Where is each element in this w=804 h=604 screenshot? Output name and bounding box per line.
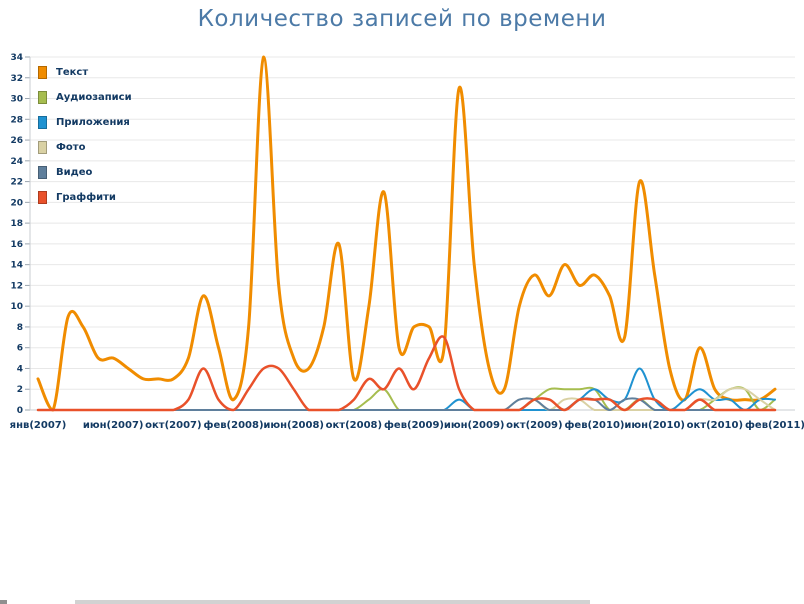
legend-item-0[interactable]: Текст (38, 60, 132, 85)
legend-swatch-icon (38, 191, 47, 204)
y-axis-label: 2 (17, 385, 23, 395)
legend-item-4[interactable]: Видео (38, 160, 132, 185)
time-series-chart: 0246810121416182022242628303234янв(2007)… (10, 53, 804, 431)
x-axis-label: янв(2007) (10, 420, 67, 431)
chart-title: Количество записей по времени (197, 6, 607, 32)
x-axis-label: июн(2009) (444, 420, 505, 431)
x-axis-label: окт(2007) (145, 420, 201, 431)
y-axis-label: 8 (17, 323, 23, 333)
legend-item-3[interactable]: Фото (38, 135, 132, 160)
legend-swatch-icon (38, 166, 47, 179)
x-axis-label: фев(2009) (384, 419, 444, 431)
y-axis-label: 4 (17, 364, 23, 374)
x-axis-label: фев(2011) (745, 419, 804, 431)
legend-label: Фото (56, 142, 86, 153)
legend-label: Аудиозаписи (56, 92, 132, 103)
legend-label: Текст (56, 67, 89, 78)
y-axis-label: 34 (10, 53, 23, 63)
x-axis-label: фев(2010) (565, 419, 625, 431)
x-axis-label: июн(2008) (263, 420, 324, 431)
x-axis-label: окт(2010) (687, 420, 743, 431)
y-axis-label: 12 (10, 281, 23, 291)
y-axis-label: 26 (10, 136, 23, 146)
y-axis-label: 18 (10, 219, 23, 229)
y-axis-label: 30 (10, 95, 23, 105)
legend-label: Видео (56, 167, 93, 178)
x-axis-label: окт(2008) (326, 420, 382, 431)
y-axis-label: 32 (10, 74, 23, 84)
legend-item-5[interactable]: Граффити (38, 185, 132, 210)
x-axis-label: июн(2007) (83, 420, 144, 431)
y-axis-label: 24 (10, 157, 23, 167)
series-line-5 (36, 335, 777, 412)
chart-legend: Текст Аудиозаписи Приложения Фото Видео Графф… (38, 60, 132, 210)
legend-swatch-icon (38, 141, 47, 154)
y-axis-label: 20 (10, 198, 23, 208)
y-axis-label: 6 (17, 344, 23, 354)
series-line-0 (36, 55, 777, 412)
legend-label: Приложения (56, 117, 130, 128)
y-axis-label: 14 (10, 261, 23, 271)
y-axis-label: 28 (10, 115, 23, 125)
x-axis-label: окт(2009) (506, 420, 562, 431)
x-axis-label: фев(2008) (204, 419, 264, 431)
legend-label: Граффити (56, 192, 116, 203)
y-axis-label: 0 (17, 406, 23, 416)
legend-swatch-icon (38, 91, 47, 104)
y-axis-label: 22 (10, 178, 23, 188)
window-bottom-edge (0, 600, 804, 604)
y-axis-label: 10 (10, 302, 23, 312)
legend-swatch-icon (38, 116, 47, 129)
y-axis-label: 16 (10, 240, 23, 250)
legend-swatch-icon (38, 66, 47, 79)
x-axis-label: июн(2010) (624, 420, 685, 431)
legend-item-1[interactable]: Аудиозаписи (38, 85, 132, 110)
legend-item-2[interactable]: Приложения (38, 110, 132, 135)
